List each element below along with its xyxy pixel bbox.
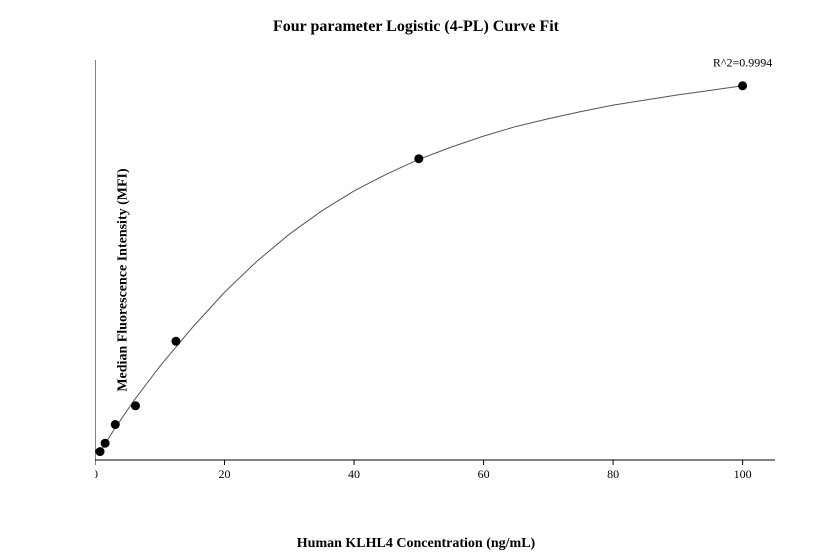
data-point <box>414 154 423 163</box>
plot-area: 010,00020,00030,00040,00050,00060,000020… <box>95 50 795 495</box>
chart-title: Four parameter Logistic (4-PL) Curve Fit <box>0 18 832 36</box>
data-point <box>131 401 140 410</box>
data-point <box>111 420 120 429</box>
fit-curve <box>98 86 742 455</box>
r-squared-annotation: R^2=0.9994 <box>713 55 772 69</box>
x-tick-label: 80 <box>607 467 619 481</box>
data-point <box>101 439 110 448</box>
chart-container: Four parameter Logistic (4-PL) Curve Fit… <box>0 0 832 560</box>
data-point <box>171 337 180 346</box>
x-axis-label: Human KLHL4 Concentration (ng/mL) <box>0 536 832 552</box>
x-tick-label: 0 <box>95 467 98 481</box>
x-tick-label: 40 <box>348 467 360 481</box>
data-point <box>96 447 105 456</box>
x-tick-label: 60 <box>478 467 490 481</box>
data-point <box>738 81 747 90</box>
x-tick-label: 20 <box>219 467 231 481</box>
x-tick-label: 100 <box>734 467 752 481</box>
